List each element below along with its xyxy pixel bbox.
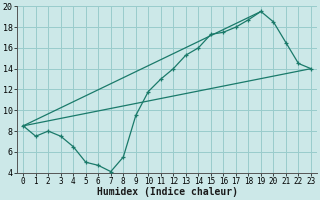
X-axis label: Humidex (Indice chaleur): Humidex (Indice chaleur) <box>97 187 237 197</box>
